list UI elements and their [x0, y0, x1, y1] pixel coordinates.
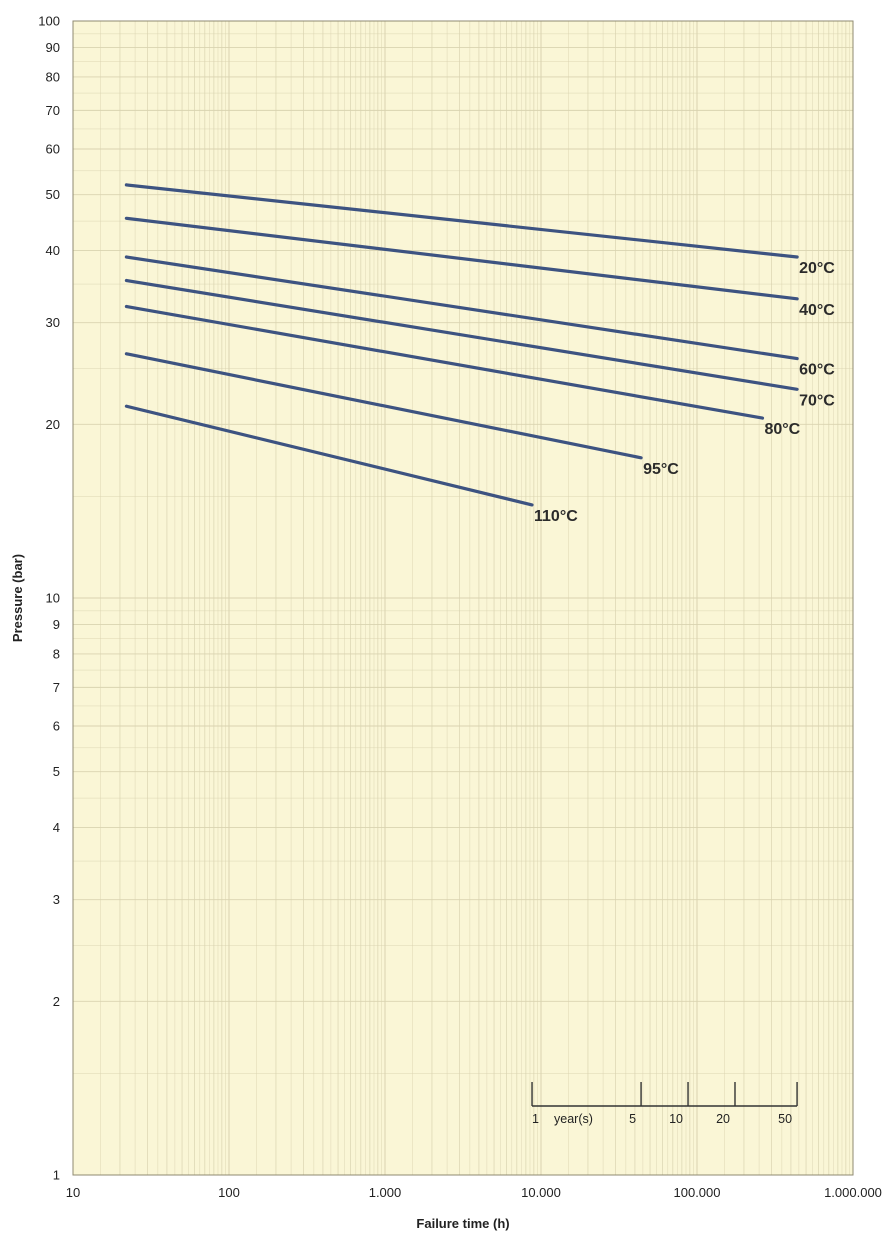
y-tick-label: 80	[46, 69, 60, 84]
y-tick-label: 7	[53, 680, 60, 695]
plot-frame	[72, 20, 854, 1176]
y-tick-label: 30	[46, 315, 60, 330]
series-label: 70°C	[799, 392, 835, 409]
series-line	[124, 183, 799, 259]
x-tick-label: 1.000.000	[824, 1185, 882, 1200]
years-scale-label: 5	[629, 1112, 636, 1126]
series-label: 110°C	[534, 508, 578, 525]
series-label: 40°C	[799, 302, 835, 319]
years-scale: 1 5 10 20 50 year(s)	[531, 1082, 798, 1126]
series-line	[124, 404, 534, 507]
y-tick-labels: 1 2 3 4 5 6 7 8 9 10 20 30 40 50 60 70 80 90 100	[38, 14, 60, 1183]
y-tick-label: 100	[38, 14, 60, 29]
series-label: 20°C	[799, 260, 835, 277]
years-scale-label: 10	[669, 1112, 683, 1126]
series-label: 80°C	[764, 421, 800, 438]
series-line	[124, 278, 799, 391]
y-tick-label: 2	[53, 994, 60, 1009]
y-tick-label: 8	[53, 646, 60, 661]
years-scale-unit: year(s)	[554, 1112, 593, 1126]
series-line	[124, 304, 765, 420]
y-tick-label: 4	[53, 820, 60, 835]
y-tick-label: 20	[46, 417, 60, 432]
x-tick-label: 10.000	[521, 1185, 561, 1200]
x-tick-label: 10	[66, 1185, 80, 1200]
series-line	[124, 255, 799, 361]
y-tick-label: 40	[46, 243, 60, 258]
x-tick-label: 100	[218, 1185, 240, 1200]
series-lines	[124, 183, 799, 507]
y-tick-label: 5	[53, 764, 60, 779]
y-tick-label: 70	[46, 103, 60, 118]
series-line	[124, 352, 643, 460]
years-scale-label: 50	[778, 1112, 792, 1126]
y-tick-label: 6	[53, 719, 60, 734]
years-scale-label: 1	[532, 1112, 539, 1126]
series-labels: 20°C 40°C 60°C 70°C 80°C 95°C 110°C	[534, 260, 835, 525]
y-tick-label: 90	[46, 40, 60, 55]
y-tick-label: 10	[46, 591, 60, 606]
y-axis-title: Pressure (bar)	[10, 554, 25, 642]
years-scale-label: 20	[716, 1112, 730, 1126]
y-tick-label: 60	[46, 142, 60, 157]
x-tick-label: 1.000	[369, 1185, 402, 1200]
y-tick-label: 9	[53, 617, 60, 632]
series-label: 95°C	[643, 461, 679, 478]
y-tick-label: 50	[46, 187, 60, 202]
series-label: 60°C	[799, 362, 835, 379]
series-line	[124, 216, 799, 301]
major-grid	[72, 21, 853, 1176]
x-tick-label: 100.000	[674, 1185, 721, 1200]
x-axis-title: Failure time (h)	[416, 1216, 509, 1231]
y-tick-label: 1	[53, 1168, 60, 1183]
x-tick-labels: 10 100 1.000 10.000 100.000 1.000.000	[66, 1185, 882, 1200]
y-tick-label: 3	[53, 892, 60, 907]
